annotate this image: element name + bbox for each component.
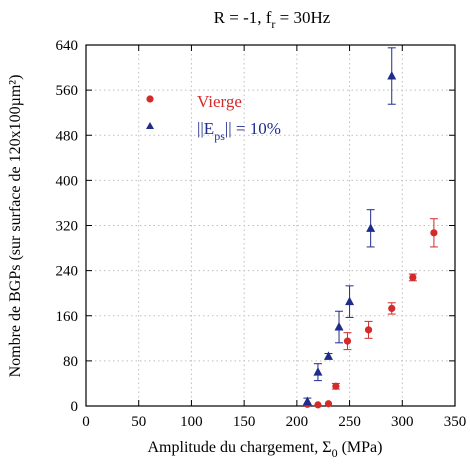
y-tick-label: 240 — [56, 264, 79, 280]
y-tick-label: 80 — [63, 354, 78, 370]
y-axis-label: Nombre de BGPs (sur surface de 120x100µm… — [7, 75, 24, 378]
y-tick-label: 480 — [56, 128, 79, 144]
data-point — [314, 401, 322, 409]
data-point — [409, 273, 417, 281]
data-point — [313, 367, 323, 376]
x-tick-label: 50 — [131, 414, 146, 430]
legend-label-eps: ||Eps|| = 10% — [197, 119, 281, 143]
y-tick-label: 0 — [71, 399, 79, 415]
series-eps-10pct — [302, 47, 397, 406]
data-point — [366, 223, 376, 232]
legend-label-vierge: Vierge — [197, 92, 242, 111]
y-tick-label: 560 — [56, 83, 79, 99]
series-vierge — [303, 218, 438, 409]
data-point — [387, 71, 397, 80]
data-point — [324, 400, 333, 408]
data-point — [343, 337, 352, 345]
x-tick-label: 200 — [286, 414, 309, 430]
data-point — [332, 382, 340, 390]
data-point — [364, 326, 373, 334]
x-tick-label: 300 — [391, 414, 414, 430]
data-point — [323, 351, 333, 360]
x-tick-label: 350 — [444, 414, 467, 430]
legend: Vierge ||Eps|| = 10% — [146, 92, 281, 143]
y-tick-label: 160 — [56, 309, 79, 325]
axis-ticks: 0 50 100 150 200 250 300 350 0 80 160 240 320 400 480 5… — [56, 38, 467, 430]
legend-marker-eps — [146, 122, 154, 129]
data-point — [430, 229, 438, 237]
x-tick-label: 250 — [338, 414, 361, 430]
legend-marker-vierge — [146, 95, 154, 103]
data-point — [302, 396, 312, 405]
y-tick-label: 640 — [56, 38, 79, 54]
data-point — [345, 296, 355, 306]
x-tick-label: 150 — [233, 414, 256, 430]
x-tick-label: 0 — [82, 414, 90, 430]
y-tick-label: 320 — [56, 219, 79, 235]
y-tick-label: 400 — [56, 173, 79, 189]
data-point — [334, 322, 344, 331]
x-axis-label: Amplitude du chargement, Σ0 (MPa) — [148, 439, 383, 460]
data-points — [302, 47, 438, 409]
chart-title: R = -1, fr = 30Hz — [214, 8, 331, 31]
grid — [86, 45, 455, 406]
x-tick-label: 100 — [180, 414, 203, 430]
data-point — [388, 304, 396, 313]
